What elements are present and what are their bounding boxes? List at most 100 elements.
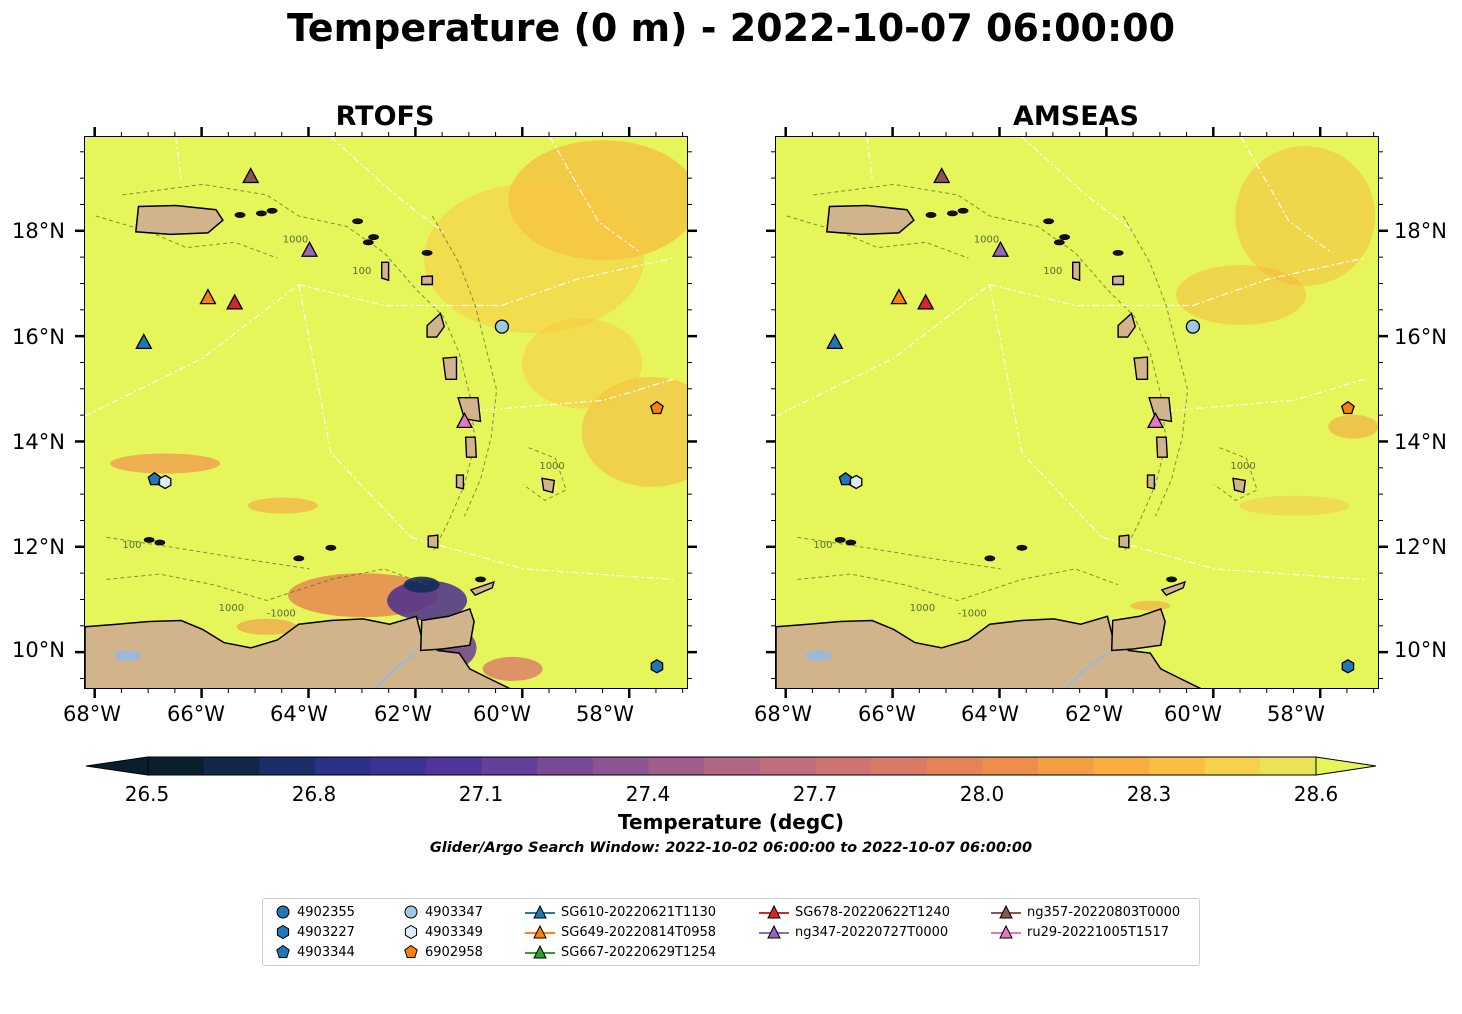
x-tick-label: 58°W — [1267, 702, 1325, 726]
legend-item: 6902958 — [403, 942, 483, 962]
islet — [1166, 576, 1177, 583]
island-land — [427, 534, 439, 549]
y-tick-label: 16°N — [1394, 325, 1447, 349]
colorbar-tick-label: 26.8 — [291, 782, 337, 806]
colorbar-segment — [203, 757, 260, 775]
trinidad-land — [419, 607, 475, 652]
legend-item: 4903344 — [275, 942, 355, 962]
rtofs-map-canvas: 1000 100 1000 100 -1000 1000 — [85, 137, 687, 688]
island-land — [1072, 261, 1081, 282]
bathymetry-contour — [1122, 215, 1189, 517]
islet — [266, 207, 278, 214]
island-land — [1118, 534, 1130, 549]
bathymetry-contour — [523, 447, 567, 501]
island-land — [442, 356, 458, 381]
marker-4903349 — [158, 474, 172, 490]
colorbar-segment — [1093, 757, 1150, 775]
colorbar-segment — [704, 757, 761, 775]
y-tick-label: 12°N — [1394, 535, 1447, 559]
marker-SG610-20220621T1130 — [826, 333, 844, 350]
axis-ticks — [75, 127, 1388, 698]
bathymetry-contour — [106, 568, 428, 602]
legend-item: 4903349 — [403, 922, 483, 942]
contour-label: -1000 — [267, 608, 296, 619]
temperature-patch — [1176, 265, 1307, 325]
figure-title: Temperature (0 m) - 2022-10-07 06:00:00 — [286, 6, 1176, 50]
panel-title-amseas: AMSEAS — [1013, 101, 1139, 132]
y-tick-label: 14°N — [1394, 430, 1447, 454]
legend-marker-pentagon-icon — [404, 944, 418, 958]
temperature-patch — [236, 618, 297, 635]
contour-label: 100 — [352, 266, 371, 277]
islet — [143, 536, 155, 543]
x-tick-label: 64°W — [961, 702, 1019, 726]
islet — [154, 539, 166, 546]
colorbar-segment — [426, 757, 483, 775]
temperature-patch — [247, 497, 318, 514]
eez-boundary — [989, 283, 1193, 307]
colorbar-segment — [1037, 757, 1095, 775]
islet — [1059, 234, 1071, 240]
map-amseas[interactable]: 1000 100 1000 100 -1000 1000 — [775, 136, 1379, 689]
eez-boundary — [1192, 257, 1365, 307]
temperature-patch — [423, 183, 644, 334]
islet — [925, 212, 937, 218]
colorbar-title: Temperature (degC) — [618, 810, 844, 834]
colorbar-segment — [1204, 757, 1261, 775]
colorbar-extend-low — [86, 756, 149, 776]
marker-ng357-20220803T0000 — [242, 167, 260, 184]
bathymetry-contour — [1214, 447, 1258, 501]
islet — [834, 536, 846, 543]
bathymetry-contour — [122, 183, 476, 554]
colorbar-outline — [147, 756, 1317, 776]
colorbar-segment — [982, 757, 1039, 775]
temperature-patch — [482, 656, 543, 681]
marker-SG678-20220622T1240 — [917, 293, 935, 310]
map-rtofs[interactable]: 1000 100 1000 100 -1000 1000 — [84, 136, 688, 689]
x-tick-label: 66°W — [858, 702, 916, 726]
island-land — [455, 474, 465, 490]
legend-label: 4903227 — [297, 924, 355, 940]
colorbar-extend-high — [1315, 756, 1377, 776]
island-land — [1117, 312, 1136, 338]
islet — [234, 212, 246, 218]
legend-item: SG649-20220814T0958 — [525, 922, 716, 942]
colorbar-segment — [148, 757, 205, 775]
contour-label: 100 — [1043, 266, 1062, 277]
eez-boundary — [85, 284, 300, 417]
legend-label: ng357-20220803T0000 — [1027, 904, 1181, 920]
puerto-rico-land — [134, 204, 224, 236]
islet — [1016, 544, 1028, 551]
eez-boundary — [866, 137, 873, 180]
contour-label: 1000 — [539, 461, 564, 472]
temperature-patch — [522, 318, 643, 409]
bathymetry-contour — [431, 215, 498, 517]
contour-label: 1000 — [974, 234, 999, 245]
bathymetry-contour — [813, 183, 1167, 554]
island-land — [426, 312, 445, 338]
colorbar-segment — [815, 757, 872, 775]
y-tick-label: 18°N — [1394, 219, 1447, 243]
trinidad-land — [1110, 607, 1166, 652]
colorbar-segment — [926, 757, 983, 775]
legend-marker-triangle-icon — [525, 904, 555, 919]
legend-label: SG610-20220621T1130 — [561, 904, 717, 920]
legend-label: SG678-20220622T1240 — [795, 904, 951, 920]
river — [1065, 652, 1108, 688]
islet — [845, 539, 857, 546]
marker-4903227 — [1341, 659, 1355, 674]
island-land — [1133, 356, 1149, 381]
islet — [368, 234, 380, 240]
panel-title-rtofs: RTOFS — [335, 101, 435, 132]
islet — [1043, 218, 1055, 225]
islet — [1053, 239, 1065, 246]
x-tick-label: 64°W — [270, 702, 328, 726]
south-america-land — [85, 615, 511, 688]
marker-SG610-20220621T1130 — [135, 333, 153, 350]
marker-SG678-20220622T1240 — [226, 293, 244, 310]
islet — [293, 555, 305, 562]
legend-label: 4903347 — [425, 904, 483, 920]
marker-4903347 — [494, 319, 510, 334]
colorbar-segment — [314, 757, 371, 775]
bathymetry-contour — [797, 536, 1001, 570]
